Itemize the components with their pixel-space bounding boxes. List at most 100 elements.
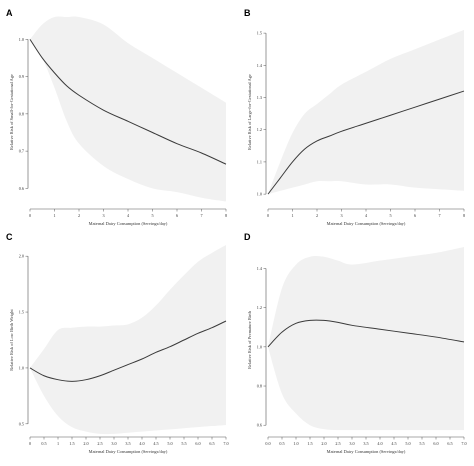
confidence-band	[268, 246, 464, 431]
y-tick-label: 1.0	[19, 365, 24, 370]
risk-curve	[29, 320, 227, 382]
x-tick-label: 3	[340, 213, 342, 218]
y-tick-label: 0.8	[19, 111, 24, 116]
x-tick-label: 1	[57, 441, 59, 446]
y-tick-label: 0.5	[19, 421, 24, 426]
y-ticks: 0.5 1.0 1.5 2.0	[19, 254, 28, 426]
x-tick-label: 4.0	[139, 441, 144, 446]
risk-curve	[29, 39, 227, 165]
x-tick-label: 4.5	[391, 441, 396, 446]
x-tick-label: 7	[200, 213, 202, 218]
panel-a: A 0 1 2 3 4 5 6 7 8 0.6 0.7 0.8 0.9 1.0 Maternal Dai…	[6, 8, 227, 226]
x-tick-label: 7.0	[461, 441, 466, 446]
y-tick-label: 0.6	[257, 423, 262, 428]
y-axis-title: Relative Risk of Premature Birth	[247, 310, 252, 369]
x-tick-label: 8	[225, 213, 227, 218]
x-axis-title: Maternal Dairy Consumption (Servings/day…	[89, 449, 168, 454]
x-tick-label: 1	[53, 213, 55, 218]
risk-curve	[267, 90, 465, 195]
x-tick-label: 6.5	[447, 441, 452, 446]
x-tick-label: 6.5	[209, 441, 214, 446]
x-tick-label: 6	[176, 213, 178, 218]
panel-c: C 0 0.5 1 1.5 2.0 2.5 3.0 3.5 4.0 4.5 5.0 5.5 6.0 6.5…	[6, 232, 229, 454]
x-tick-label: 2.5	[97, 441, 102, 446]
x-tick-label: 5.5	[419, 441, 424, 446]
x-tick-label: 0	[29, 213, 31, 218]
x-ticks: 0 1 2 3 4 5 6 7 8	[29, 209, 227, 218]
x-tick-label: 7	[438, 213, 440, 218]
y-axis-title: Relative Risk of Low Birth Weight	[9, 309, 14, 371]
y-tick-label: 0.6	[19, 186, 24, 191]
x-tick-label: 4	[365, 213, 368, 218]
y-tick-label: 1.4	[257, 266, 263, 271]
panel-d: D 0.0 0.5 1.0 1.5 2.0 2.5 3.0 3.5 4.0 4.5 5.0 5.5 6.…	[244, 232, 467, 454]
y-tick-label: 2.0	[19, 254, 24, 259]
y-ticks: 0.6 0.8 1.0 1.2 1.4	[257, 266, 266, 428]
x-tick-label: 2.5	[335, 441, 340, 446]
x-tick-label: 5	[389, 213, 391, 218]
panel-label-a: A	[6, 8, 13, 18]
x-ticks: 0.0 0.5 1.0 1.5 2.0 2.5 3.0 3.5 4.0 4.5 5.0 5.5 6.0 6…	[265, 437, 467, 446]
panel-label-d: D	[244, 232, 251, 242]
x-tick-label: 1.5	[307, 441, 312, 446]
confidence-band	[30, 16, 226, 202]
x-tick-label: 1.0	[293, 441, 298, 446]
x-tick-label: 5	[151, 213, 153, 218]
x-tick-label: 2.0	[321, 441, 326, 446]
x-tick-label: 5.5	[181, 441, 186, 446]
y-tick-label: 1.2	[257, 127, 262, 132]
y-tick-label: 1.2	[257, 305, 262, 310]
panel-label-b: B	[244, 8, 251, 18]
x-tick-label: 0	[29, 441, 31, 446]
x-tick-label: 4.5	[153, 441, 158, 446]
x-tick-label: 6.0	[433, 441, 438, 446]
y-tick-label: 1.3	[257, 95, 262, 100]
y-ticks: 0.6 0.7 0.8 0.9 1.0	[19, 37, 28, 191]
x-ticks: 0 0.5 1 1.5 2.0 2.5 3.0 3.5 4.0 4.5 5.0 5.5 6.0 6.5 7.…	[29, 437, 229, 446]
x-axis-title: Maternal Dairy Consumption (Servings/day…	[327, 221, 406, 226]
panel-label-c: C	[6, 232, 13, 242]
x-tick-label: 6	[414, 213, 416, 218]
risk-curve	[267, 319, 465, 348]
x-tick-label: 3.0	[349, 441, 354, 446]
x-tick-label: 5.0	[167, 441, 172, 446]
x-tick-label: 0	[267, 213, 269, 218]
x-tick-label: 7.0	[223, 441, 228, 446]
y-tick-label: 0.8	[257, 384, 262, 389]
x-tick-label: 0.5	[41, 441, 46, 446]
panel-b: B 0 1 2 3 4 5 6 7 8 1.0 1.1 1.2 1.3 1.4 1.5 Maternal …	[244, 8, 465, 226]
x-axis-title: Maternal Dairy Consumption (Servings/day…	[327, 449, 406, 454]
x-axis-title: Maternal Dairy Consumption (Servings/day…	[89, 221, 168, 226]
x-ticks: 0 1 2 3 4 5 6 7 8	[267, 209, 465, 218]
x-tick-label: 1	[291, 213, 293, 218]
x-tick-label: 4.0	[377, 441, 382, 446]
y-ticks: 1.0 1.1 1.2 1.3 1.4 1.5	[257, 31, 266, 197]
y-tick-label: 1.1	[257, 159, 262, 164]
x-tick-label: 2	[78, 213, 80, 218]
y-tick-label: 1.0	[257, 192, 262, 197]
y-tick-label: 1.5	[257, 31, 262, 36]
y-tick-label: 0.7	[19, 149, 24, 154]
y-axis-title: Relative Risk of Small-for-Gestational A…	[9, 74, 14, 150]
x-tick-label: 4	[127, 213, 130, 218]
x-tick-label: 3	[102, 213, 104, 218]
x-tick-label: 2	[316, 213, 318, 218]
x-tick-label: 3.5	[363, 441, 368, 446]
x-tick-label: 8	[463, 213, 465, 218]
x-tick-label: 3.5	[125, 441, 130, 446]
x-tick-label: 0.5	[279, 441, 284, 446]
x-tick-label: 6.0	[195, 441, 200, 446]
y-tick-label: 1.0	[19, 37, 24, 42]
x-tick-label: 0.0	[265, 441, 270, 446]
confidence-band	[268, 29, 464, 195]
confidence-band	[30, 245, 226, 435]
x-tick-label: 5.0	[405, 441, 410, 446]
x-tick-label: 1.5	[69, 441, 74, 446]
y-tick-label: 0.9	[19, 74, 24, 79]
x-tick-label: 2.0	[83, 441, 88, 446]
y-axis-title: Relative Risk of Large-for-Gestational A…	[247, 74, 252, 150]
y-tick-label: 1.5	[19, 310, 24, 315]
y-tick-label: 1.0	[257, 344, 262, 349]
x-tick-label: 3.0	[111, 441, 116, 446]
